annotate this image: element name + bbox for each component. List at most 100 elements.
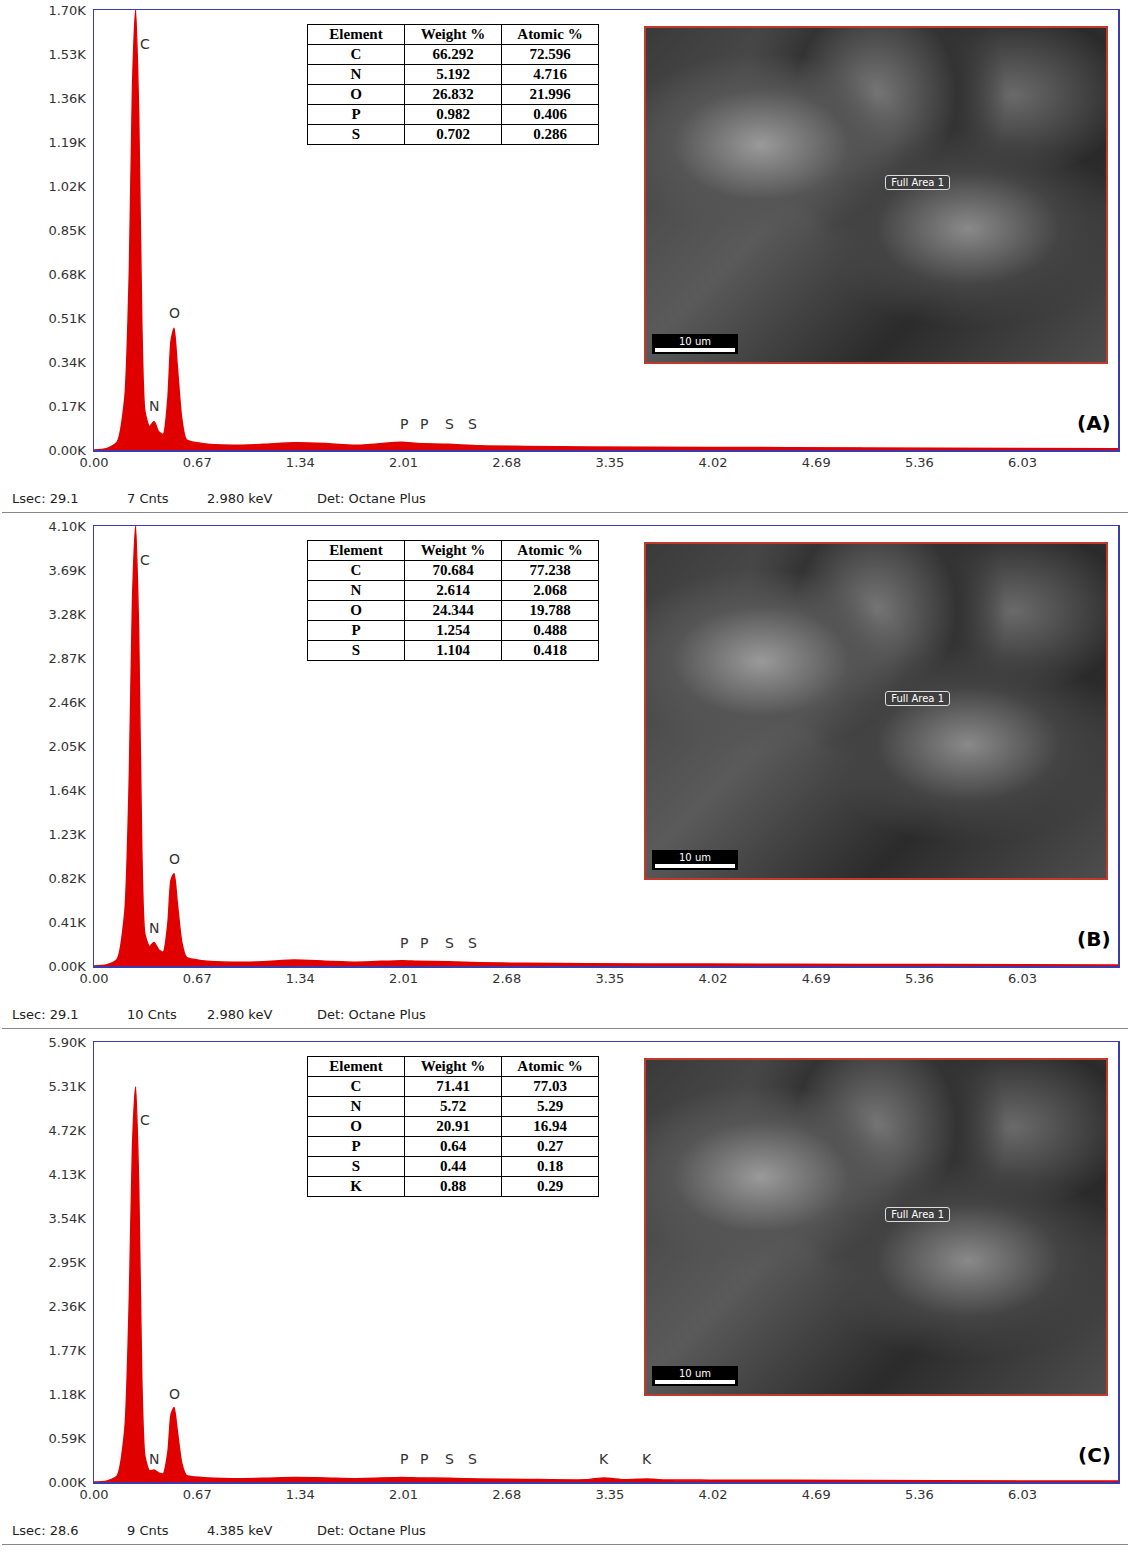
svg-text:3.35: 3.35 [595, 455, 624, 470]
svg-text:2.36K: 2.36K [48, 1299, 86, 1314]
svg-text:4.69: 4.69 [802, 455, 831, 470]
svg-text:2.01: 2.01 [389, 455, 418, 470]
svg-text:P: P [400, 935, 408, 951]
svg-text:4.69: 4.69 [802, 1487, 831, 1502]
svg-text:N: N [149, 1451, 159, 1467]
svg-text:1.34: 1.34 [286, 455, 315, 470]
svg-text:0.41K: 0.41K [48, 915, 86, 930]
svg-text:3.35: 3.35 [595, 971, 624, 986]
svg-text:0.00: 0.00 [80, 971, 109, 986]
svg-text:2.05K: 2.05K [48, 739, 86, 754]
svg-text:0.00: 0.00 [80, 1487, 109, 1502]
svg-text:2.46K: 2.46K [48, 695, 86, 710]
svg-text:0.00K: 0.00K [48, 443, 86, 458]
svg-text:K: K [642, 1451, 652, 1467]
html-text:21.996: 21.996 [529, 86, 571, 102]
svg-text:4.02: 4.02 [699, 455, 728, 470]
svg-text:3.69K: 3.69K [48, 563, 86, 578]
svg-text:S: S [468, 416, 477, 432]
svg-text:0.68K: 0.68K [48, 267, 86, 282]
html-text:Element: Element [329, 26, 383, 42]
svg-text:2.68: 2.68 [492, 971, 521, 986]
html-text:66.292: 66.292 [432, 46, 474, 62]
svg-text:4.10K: 4.10K [48, 519, 86, 534]
svg-text:5.90K: 5.90K [48, 1035, 86, 1050]
svg-text:1.64K: 1.64K [48, 783, 86, 798]
svg-text:0.67: 0.67 [183, 455, 212, 470]
svg-text:N: N [149, 920, 159, 936]
svg-text:1.18K: 1.18K [48, 1387, 86, 1402]
html-text:0.982: 0.982 [436, 106, 470, 122]
svg-text:1.77K: 1.77K [48, 1343, 86, 1358]
svg-text:5.31K: 5.31K [48, 1079, 86, 1094]
html-text:72.596: 72.596 [529, 46, 571, 62]
svg-text:O: O [169, 1386, 180, 1402]
svg-text:C: C [140, 552, 150, 568]
svg-text:2.95K: 2.95K [48, 1255, 86, 1270]
svg-text:2.68: 2.68 [492, 1487, 521, 1502]
svg-text:C: C [140, 36, 150, 52]
svg-text:1.23K: 1.23K [48, 827, 86, 842]
svg-text:3.54K: 3.54K [48, 1211, 86, 1226]
svg-text:P: P [420, 1451, 428, 1467]
svg-text:4.02: 4.02 [699, 1487, 728, 1502]
svg-text:3.28K: 3.28K [48, 607, 86, 622]
svg-text:5.36: 5.36 [905, 455, 934, 470]
svg-text:(B): (B) [1077, 927, 1111, 951]
svg-text:6.03: 6.03 [1008, 1487, 1037, 1502]
svg-text:1.34: 1.34 [286, 971, 315, 986]
svg-text:3.35: 3.35 [595, 1487, 624, 1502]
svg-text:0.51K: 0.51K [48, 311, 86, 326]
svg-text:S: S [468, 935, 477, 951]
html-text:5.192: 5.192 [436, 66, 470, 82]
svg-text:4.13K: 4.13K [48, 1167, 86, 1182]
svg-text:1.70K: 1.70K [48, 3, 86, 18]
svg-text:4.72K: 4.72K [48, 1123, 86, 1138]
svg-text:S: S [445, 1451, 454, 1467]
html-text:Atomic %: Atomic % [517, 26, 583, 42]
svg-text:N: N [149, 398, 159, 414]
svg-text:0.00K: 0.00K [48, 1475, 86, 1490]
html-text:0.406: 0.406 [533, 106, 567, 122]
svg-text:0.67: 0.67 [183, 1487, 212, 1502]
html-text:Weight %: Weight % [420, 26, 486, 42]
svg-text:1.02K: 1.02K [48, 179, 86, 194]
html-text:26.832: 26.832 [432, 86, 474, 102]
svg-text:0.67: 0.67 [183, 971, 212, 986]
svg-text:S: S [445, 416, 454, 432]
svg-text:1.19K: 1.19K [48, 135, 86, 150]
svg-text:K: K [599, 1451, 609, 1467]
svg-text:4.69: 4.69 [802, 971, 831, 986]
svg-text:1.53K: 1.53K [48, 47, 86, 62]
svg-text:0.00: 0.00 [80, 455, 109, 470]
svg-text:0.59K: 0.59K [48, 1431, 86, 1446]
svg-text:(A): (A) [1077, 411, 1111, 435]
svg-text:5.36: 5.36 [905, 1487, 934, 1502]
svg-text:4.02: 4.02 [699, 971, 728, 986]
svg-text:S: S [468, 1451, 477, 1467]
svg-text:6.03: 6.03 [1008, 971, 1037, 986]
svg-text:0.34K: 0.34K [48, 355, 86, 370]
svg-text:P: P [420, 935, 428, 951]
html-text:4.716: 4.716 [533, 66, 567, 82]
svg-text:2.68: 2.68 [492, 455, 521, 470]
svg-text:2.87K: 2.87K [48, 651, 86, 666]
svg-text:O: O [169, 851, 180, 867]
svg-text:P: P [420, 416, 428, 432]
svg-text:1.34: 1.34 [286, 1487, 315, 1502]
svg-text:0.85K: 0.85K [48, 223, 86, 238]
svg-text:S: S [445, 935, 454, 951]
svg-text:0.82K: 0.82K [48, 871, 86, 886]
svg-text:C: C [140, 1112, 150, 1128]
svg-text:O: O [169, 305, 180, 321]
svg-text:5.36: 5.36 [905, 971, 934, 986]
svg-text:1.36K: 1.36K [48, 91, 86, 106]
svg-text:2.01: 2.01 [389, 1487, 418, 1502]
svg-text:6.03: 6.03 [1008, 455, 1037, 470]
svg-text:P: P [400, 1451, 408, 1467]
svg-text:2.01: 2.01 [389, 971, 418, 986]
svg-text:(C): (C) [1078, 1443, 1111, 1467]
svg-text:0.00K: 0.00K [48, 959, 86, 974]
svg-text:0.17K: 0.17K [48, 399, 86, 414]
svg-text:P: P [400, 416, 408, 432]
